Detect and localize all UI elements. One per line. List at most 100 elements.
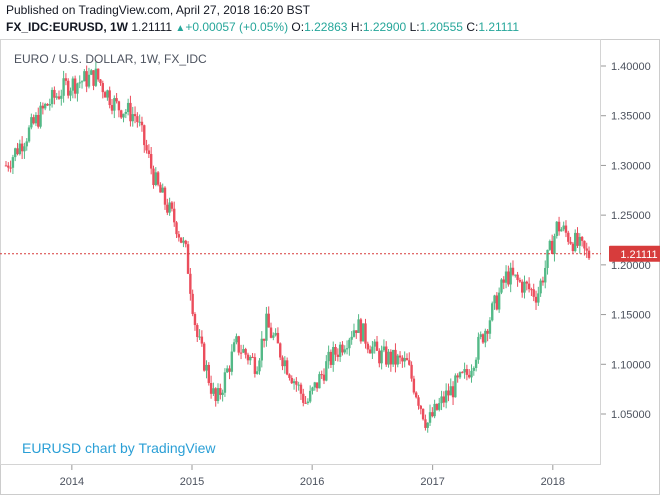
candle-body: [262, 338, 266, 341]
candle-body: [302, 393, 305, 403]
y-tick-label: 1.10000: [611, 359, 651, 371]
candle-body: [463, 369, 466, 373]
candle-body: [504, 271, 508, 283]
candle-body: [281, 357, 284, 367]
x-tick-label: 2017: [420, 476, 444, 488]
candle-body: [69, 90, 72, 96]
candle-body: [343, 349, 346, 353]
candle-body: [414, 392, 418, 398]
candle-body: [444, 390, 448, 403]
candle-body: [544, 267, 547, 283]
candle-body: [412, 378, 416, 393]
candle-body: [341, 344, 344, 353]
candle-body: [477, 336, 480, 360]
candle-body: [9, 167, 12, 169]
candle-body: [396, 355, 399, 365]
candle-body: [520, 281, 524, 293]
candle-body: [239, 352, 243, 354]
watermark-text: EURUSD chart by TradingView: [22, 440, 216, 456]
candle-body: [170, 202, 174, 209]
candle-body: [546, 249, 549, 268]
candle-body: [235, 336, 238, 343]
candle-body: [550, 240, 554, 254]
candle-body: [417, 397, 420, 406]
chart-frame[interactable]: 1.05000 1.10000 1.15000 1.20000 1.25000 1.300…: [0, 39, 660, 495]
candle-body: [421, 408, 425, 420]
candle-body: [73, 78, 77, 94]
candle-body: [461, 372, 464, 374]
x-tick-label: 2015: [180, 476, 204, 488]
candle-body: [539, 280, 542, 294]
y-tick-label: 1.40000: [611, 61, 651, 73]
candle-body: [207, 364, 210, 384]
candle-body: [288, 374, 291, 378]
candle-body: [64, 78, 68, 81]
candle-body: [495, 295, 499, 310]
candle-body: [90, 70, 93, 75]
candle-body: [46, 103, 49, 106]
plot-area: [0, 39, 601, 465]
y-tick-label: 1.15000: [611, 310, 651, 322]
candle-body: [313, 382, 316, 388]
candle-body: [440, 396, 443, 404]
candle-body: [186, 244, 190, 274]
candle-body: [334, 347, 337, 355]
candle-body: [221, 392, 224, 395]
candle-body: [209, 383, 213, 394]
candle-body: [578, 236, 582, 246]
candle-body: [117, 101, 121, 111]
candle-body: [308, 390, 312, 402]
candle-body: [389, 351, 393, 365]
candle-body: [378, 350, 381, 364]
candle-body: [214, 388, 217, 402]
candle-body: [96, 68, 100, 80]
candle-body: [424, 419, 427, 428]
candle-body: [571, 243, 575, 252]
candle-body: [230, 351, 234, 372]
candle-body: [108, 90, 111, 106]
candle-body: [569, 241, 572, 244]
candle-body: [401, 357, 404, 362]
candle-body: [479, 334, 482, 337]
high-label: H:: [350, 20, 363, 34]
symbol-info-bar: FX_IDC:EURUSD, 1W 1.21111 ▲+0.00057 (+0.…: [6, 20, 519, 34]
candlestick-chart[interactable]: 1.05000 1.10000 1.15000 1.20000 1.25000 1.300…: [0, 39, 660, 495]
candle-body: [299, 384, 303, 394]
candle-body: [163, 187, 167, 205]
candle-body: [587, 250, 591, 259]
candle-body: [129, 102, 132, 122]
candle-body: [514, 274, 517, 276]
candle-body: [368, 349, 372, 354]
open-label: O:: [291, 20, 305, 34]
candle-body: [92, 70, 95, 86]
candle-body: [175, 222, 178, 235]
candle-body: [143, 125, 146, 146]
candle-body: [173, 208, 176, 223]
candle-body: [76, 83, 79, 94]
candle-body: [345, 348, 349, 350]
candle-body: [110, 105, 114, 111]
candle-body: [67, 80, 70, 96]
candle-body: [325, 361, 328, 381]
candle-body: [193, 313, 197, 326]
candle-body: [537, 293, 540, 303]
published-text: Published on TradingView.com, April 27, …: [6, 3, 310, 17]
candle-body: [419, 405, 423, 409]
candle-body: [184, 240, 187, 245]
candle-body: [580, 236, 584, 241]
candle-body: [189, 273, 192, 294]
candle-body: [518, 279, 522, 282]
candle-body: [458, 372, 462, 378]
candle-body: [177, 234, 181, 238]
candle-body: [232, 342, 236, 352]
candle-body: [394, 349, 397, 365]
candle-body: [152, 168, 155, 186]
candle-body: [304, 402, 307, 404]
open-value: 1.22863: [304, 20, 348, 34]
candle-body: [166, 204, 169, 213]
candle-body: [138, 121, 141, 123]
up-arrow-icon: ▲: [175, 23, 186, 34]
candle-body: [403, 358, 406, 362]
candle-body: [223, 372, 227, 393]
y-tick-label: 1.20000: [611, 260, 651, 272]
